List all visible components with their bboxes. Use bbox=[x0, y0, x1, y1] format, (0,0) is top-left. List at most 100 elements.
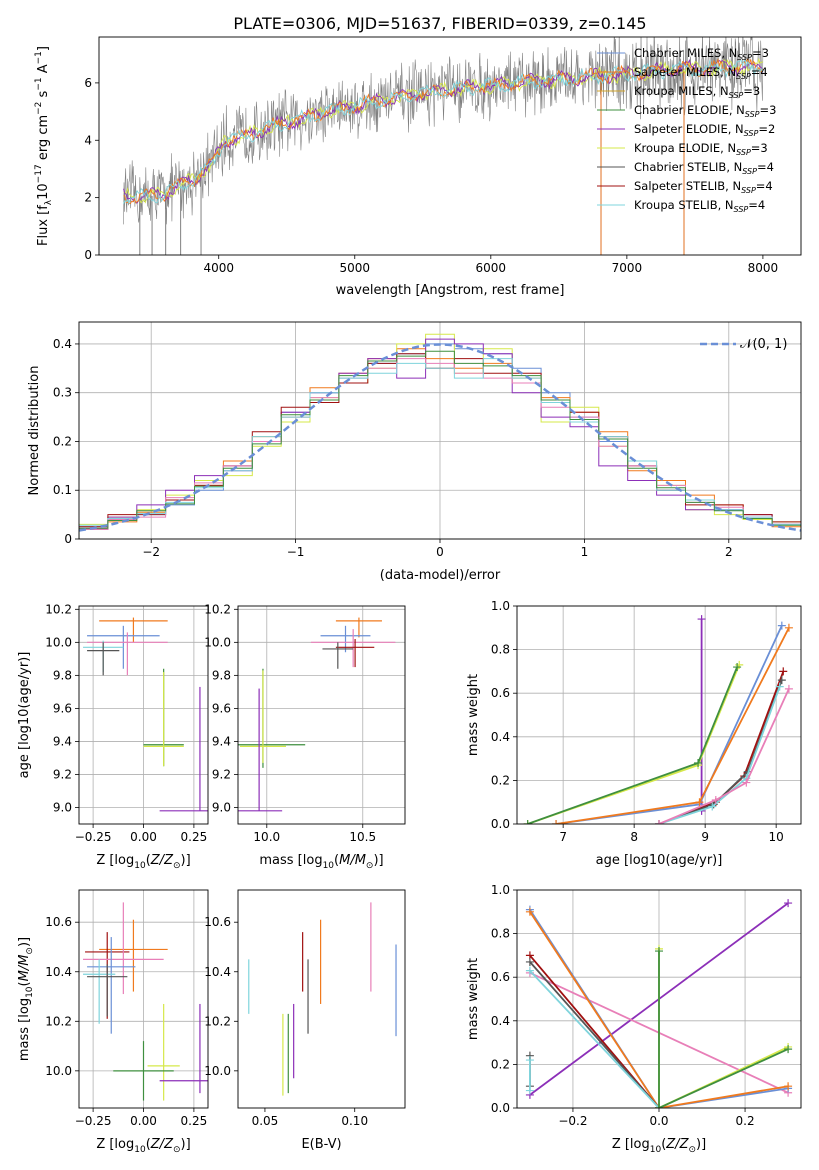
y-tick-label: 0.1 bbox=[53, 483, 72, 497]
y-tick-label: 0 bbox=[64, 532, 72, 546]
axes-frame bbox=[98, 36, 802, 256]
z-mass-weight-panel: −0.2 0.0 0.2 0.0 0.2 0.4 0.6 0.8 1.0 Z [log10(Z/Z… bbox=[466, 883, 802, 1155]
weight-line-salpeter_miles bbox=[529, 911, 789, 1108]
weight-line-kroupa_stelib bbox=[658, 686, 781, 824]
weight-line-pink bbox=[658, 688, 790, 824]
y-tick-label: 9.6 bbox=[212, 701, 231, 715]
weight-marker bbox=[784, 1045, 793, 1054]
y-axis-label: mass weight bbox=[466, 958, 481, 1040]
weight-marker bbox=[552, 820, 561, 824]
y-tick-label: 0 bbox=[84, 248, 92, 262]
legend-label: Salpeter ELODIE, NSSP=2 bbox=[634, 122, 775, 138]
weight-marker bbox=[784, 899, 793, 908]
y-tick-label: 0.8 bbox=[491, 927, 510, 941]
weight-marker bbox=[525, 966, 534, 975]
x-tick-label: −0.25 bbox=[75, 1114, 112, 1128]
x-tick-label: 6000 bbox=[476, 261, 507, 275]
y-tick-label: 10.6 bbox=[204, 915, 231, 929]
y-tick-label: 9.4 bbox=[212, 734, 231, 748]
y-tick-label: 0.4 bbox=[53, 337, 72, 351]
weight-marker bbox=[525, 907, 534, 916]
weight-marker bbox=[697, 615, 706, 624]
y-tick-label: 2 bbox=[84, 191, 92, 205]
z-vs-mass-panel: −0.25 0.00 0.25 10.0 10.2 10.4 10.6 Z [log10(Z/… bbox=[17, 889, 209, 1155]
y-tick-label: 9.0 bbox=[53, 800, 72, 814]
gaussian-curve bbox=[79, 343, 801, 532]
y-axis-label: age [log10(age/yr)] bbox=[17, 652, 32, 779]
y-tick-label: 0.0 bbox=[491, 1101, 510, 1115]
plot-area bbox=[83, 617, 208, 812]
weight-marker bbox=[711, 796, 720, 805]
errorbar-point bbox=[239, 670, 286, 763]
axes-frame bbox=[78, 889, 209, 1109]
x-axis-label: Z [log10(Z/Z⊙)] bbox=[96, 1137, 190, 1155]
errorbar-point bbox=[113, 1041, 174, 1101]
y-axis-label: mass [log10(M/M⊙)] bbox=[17, 937, 35, 1061]
x-tick-label: 0.25 bbox=[181, 830, 208, 844]
y-tick-label: 10.0 bbox=[204, 1064, 231, 1078]
weight-marker bbox=[655, 820, 663, 824]
ticks: −0.25 0.00 0.25 10.0 10.2 10.4 10.6 bbox=[45, 915, 207, 1128]
y-tick-label: 6 bbox=[84, 76, 92, 90]
y-tick-label: 10.0 bbox=[45, 635, 72, 649]
x-tick-label: 8000 bbox=[748, 261, 779, 275]
axes-frame bbox=[78, 605, 209, 825]
weight-marker bbox=[784, 684, 793, 693]
weight-marker bbox=[777, 676, 786, 685]
ticks: −0.2 0.0 0.2 0.0 0.2 0.4 0.6 0.8 1.0 bbox=[491, 883, 755, 1128]
x-tick-label: 7 bbox=[559, 830, 567, 844]
y-tick-label: 0.4 bbox=[491, 1014, 510, 1028]
errorbar-point bbox=[99, 617, 168, 643]
x-tick-label: 10 bbox=[769, 830, 784, 844]
x-tick-label: 7000 bbox=[612, 261, 643, 275]
y-tick-label: 9.2 bbox=[212, 767, 231, 781]
ticks: 10.0 10.5 9.0 9.2 9.4 9.6 9.8 10.0 10.2 bbox=[204, 602, 376, 844]
y-tick-label: 1.0 bbox=[491, 883, 510, 897]
errorbar-point bbox=[83, 902, 164, 995]
x-tick-label: −2 bbox=[142, 545, 160, 559]
axes-frame bbox=[237, 605, 406, 825]
x-tick-label: 0.2 bbox=[736, 1114, 755, 1128]
y-tick-label: 0.3 bbox=[53, 386, 72, 400]
x-tick-label: 0.25 bbox=[181, 1114, 208, 1128]
errorbar-point bbox=[335, 639, 375, 668]
legend-label: Chabrier ELODIE, NSSP=3 bbox=[634, 103, 776, 119]
weight-marker bbox=[694, 758, 703, 767]
y-tick-label: 0.4 bbox=[491, 730, 510, 744]
y-axis-label: Flux [fλ10−17 erg cm−2 s−1 A−1] bbox=[34, 46, 54, 246]
x-tick-label: 4000 bbox=[203, 261, 234, 275]
grid bbox=[517, 605, 801, 825]
x-tick-label: 0.0 bbox=[649, 1114, 668, 1128]
y-tick-label: 0.6 bbox=[491, 970, 510, 984]
spectrum-panel: 4000 5000 6000 7000 8000 0 2 4 6 wavelength [Angs… bbox=[34, 36, 802, 298]
mass-vs-age-panel: 10.0 10.5 9.0 9.2 9.4 9.6 9.8 10.0 10.2 mass [log… bbox=[204, 602, 406, 871]
errorbar-point bbox=[159, 1003, 208, 1094]
ticks: 0.05 0.10 10.0 10.2 10.4 10.6 bbox=[204, 915, 368, 1128]
ticks: −2 −1 0 1 2 0 0.1 0.2 0.3 0.4 bbox=[53, 337, 733, 559]
z-vs-age-panel: −0.25 0.00 0.25 9.0 9.2 9.4 9.6 9.8 10.0 10.2 Z [l… bbox=[17, 602, 209, 871]
y-tick-label: 0.8 bbox=[491, 643, 510, 657]
weight-marker bbox=[784, 623, 793, 632]
x-tick-label: 0.00 bbox=[130, 830, 157, 844]
weight-line-kroupa_elodie bbox=[527, 664, 741, 824]
plot-area bbox=[83, 902, 208, 1101]
x-tick-label: −0.25 bbox=[75, 830, 112, 844]
spectrum-model-salpeter_elodie bbox=[123, 59, 764, 204]
figure-title: PLATE=0306, MJD=51637, FIBERID=0339, z=0… bbox=[233, 14, 646, 33]
x-axis-label: wavelength [Angstrom, rest frame] bbox=[336, 283, 565, 298]
weight-line-salpeter_stelib bbox=[658, 671, 785, 824]
y-axis-label: Normed distribution bbox=[27, 366, 42, 496]
y-tick-label: 10.0 bbox=[204, 635, 231, 649]
errorbar-point bbox=[99, 919, 168, 992]
legend-label: Chabrier STELIB, NSSP=4 bbox=[634, 160, 774, 176]
weight-marker bbox=[695, 798, 704, 807]
x-tick-label: 0 bbox=[436, 545, 444, 559]
y-tick-label: 0.2 bbox=[491, 1057, 510, 1071]
errorbar-point bbox=[143, 672, 184, 767]
y-tick-label: 0.2 bbox=[53, 434, 72, 448]
axes-frame bbox=[516, 889, 802, 1109]
weight-marker bbox=[777, 621, 786, 630]
weight-line-chabrier_elodie bbox=[658, 951, 789, 1108]
weight-marker bbox=[525, 957, 534, 966]
weight-marker bbox=[733, 663, 742, 672]
